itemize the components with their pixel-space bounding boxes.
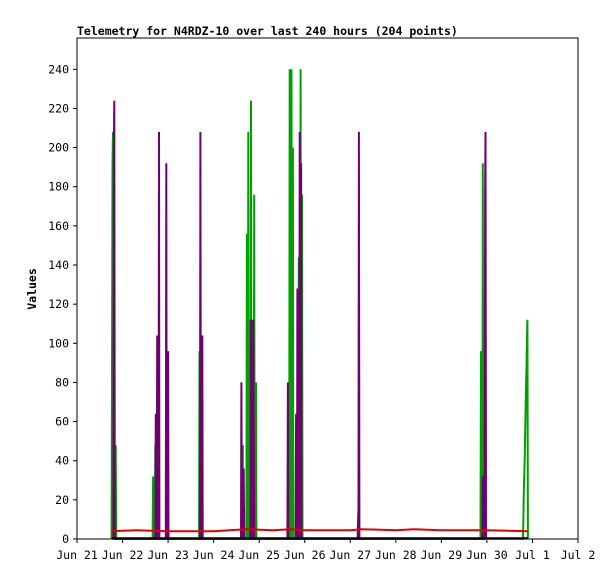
y-tick-label: 20 (55, 493, 69, 507)
series-line-2 (112, 100, 487, 540)
y-tick-label: 140 (48, 258, 69, 272)
series-layer (110, 69, 529, 540)
y-axis-ticks: 0 20 40 60 80 100 120 140 160 180 200 220 240 (48, 62, 77, 546)
x-tick-label: Jun 25 (238, 548, 280, 562)
x-tick-label: Jun 23 (147, 548, 189, 562)
y-tick-label: 200 (48, 141, 69, 155)
x-tick-label: Jun 27 (329, 548, 371, 562)
chart-title: Telemetry for N4RDZ-10 over last 240 hou… (77, 24, 458, 38)
series-line-3 (111, 528, 528, 533)
x-tick-label: Jun 29 (421, 548, 463, 562)
y-tick-label: 120 (48, 297, 69, 311)
y-tick-label: 240 (48, 62, 69, 76)
y-tick-label: 220 (48, 101, 69, 115)
x-tick-label: Jul 2 (561, 548, 596, 562)
y-axis-label: Values (25, 268, 39, 310)
y-tick-label: 180 (48, 180, 69, 194)
x-tick-label: Jun 21 (56, 548, 98, 562)
plot-area-frame (76, 37, 579, 540)
x-tick-label: Jun 22 (102, 548, 144, 562)
x-tick-label: Jun 24 (193, 548, 235, 562)
x-tick-label: Jun 28 (375, 548, 417, 562)
y-tick-label: 0 (62, 532, 69, 546)
y-tick-label: 100 (48, 336, 69, 350)
y-tick-label: 60 (55, 415, 69, 429)
x-tick-label: Jun 30 (466, 548, 508, 562)
y-tick-label: 80 (55, 375, 69, 389)
y-tick-label: 160 (48, 219, 69, 233)
x-tick-label: Jun 26 (284, 548, 326, 562)
x-tick-label: Jul 1 (515, 548, 550, 562)
x-axis-ticks: Jun 21 Jun 22 Jun 23 Jun 24 Jun 25 Jun 26 Jun … (56, 539, 595, 562)
y-tick-label: 40 (55, 454, 69, 468)
